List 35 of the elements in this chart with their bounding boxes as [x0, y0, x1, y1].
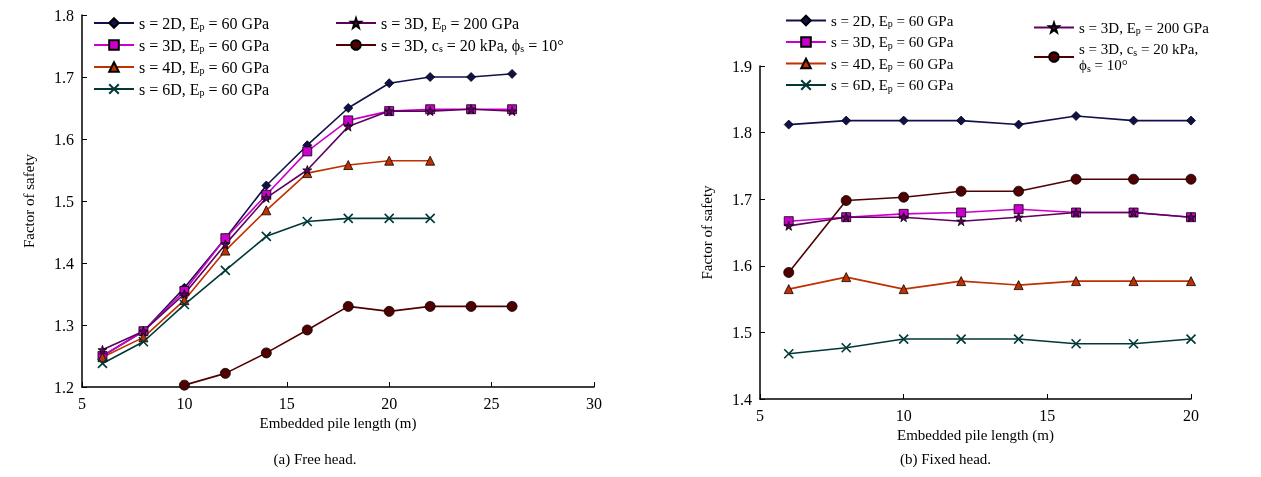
legend-label: s = 3D, Ep = 60 GPa [139, 36, 270, 54]
y-tick-label: 1.6 [54, 130, 74, 148]
x-tick-label: 10 [176, 394, 193, 412]
legend-label: s = 3D, Ep = 200 GPa [381, 14, 520, 32]
y-tick-label: 1.4 [732, 390, 752, 408]
x-tick-label: 5 [756, 406, 764, 424]
y-axis-title: Factor of safety [698, 184, 715, 280]
x-tick-label: 30 [586, 394, 602, 412]
text: (a) Free head. [273, 450, 357, 468]
x-tick-label: 15 [278, 394, 295, 412]
y-tick-label: 1.9 [732, 57, 752, 75]
y-tick-label: 1.6 [732, 257, 752, 275]
x-tick-label: 10 [895, 406, 912, 424]
legend-label: s = 6D, Ep = 60 GPa [139, 80, 270, 98]
x-tick-label: 20 [1183, 406, 1199, 424]
y-tick-label: 1.5 [732, 323, 752, 341]
x-tick-label: 25 [483, 394, 500, 412]
text: (b) Fixed head. [899, 450, 992, 468]
y-tick-label: 1.7 [54, 68, 74, 86]
x-tick-label: 15 [1039, 406, 1056, 424]
y-tick-label: 1.5 [54, 192, 74, 210]
x-axis-title: Embedded pile length (m) [259, 415, 417, 433]
y-tick-label: 1.3 [54, 316, 74, 334]
x-tick-label: 20 [381, 394, 398, 412]
y-tick-label: 1.8 [732, 124, 752, 142]
y-tick-label: 1.4 [54, 254, 74, 272]
x-tick-label: 5 [78, 394, 86, 412]
legend-label: s = 2D, Ep = 60 GPa [139, 14, 270, 32]
y-tick-label: 1.8 [54, 6, 74, 24]
y-tick-label: 1.2 [54, 378, 74, 396]
y-axis-title: Factor of safety [20, 153, 37, 249]
legend-label: s = 4D, Ep = 60 GPa [139, 58, 270, 76]
x-axis-title: Embedded pile length (m) [896, 427, 1055, 445]
legend-label: s = 3D, cs = 20 kPa, ϕs = 10° [381, 36, 564, 55]
y-tick-label: 1.7 [732, 190, 752, 208]
